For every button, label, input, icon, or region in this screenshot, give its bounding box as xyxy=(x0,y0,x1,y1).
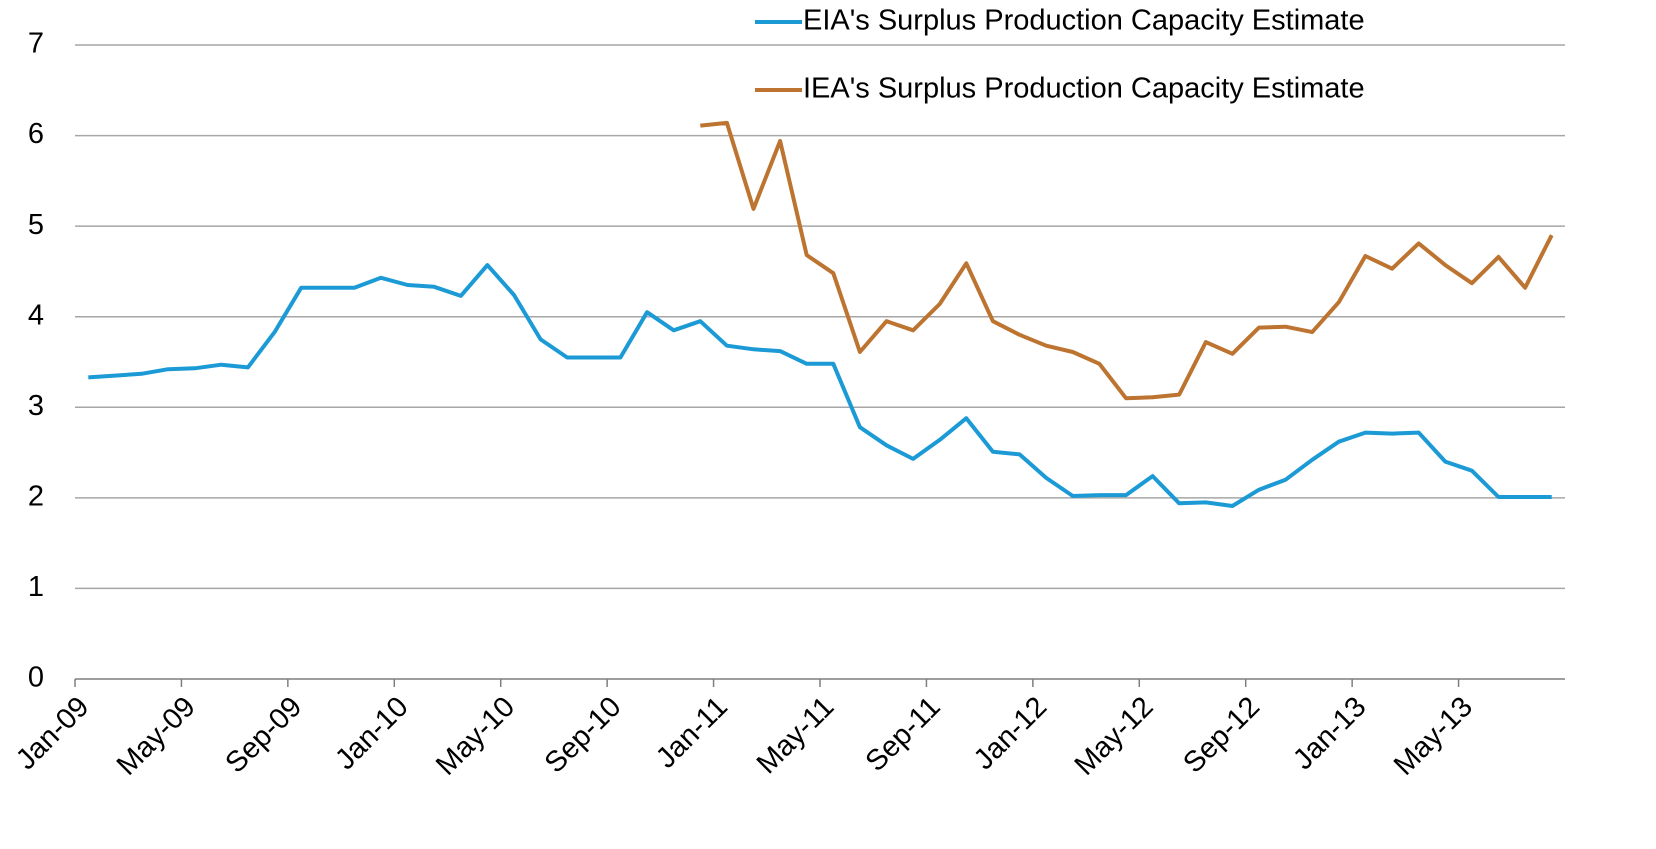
x-tick-label: Jan-11 xyxy=(650,691,734,775)
x-tick-label: Sep-10 xyxy=(539,691,628,780)
x-tick-label: Sep-11 xyxy=(860,691,947,778)
y-tick-label: 2 xyxy=(28,481,44,513)
y-tick-label: 5 xyxy=(28,209,44,241)
x-tick-label: May-10 xyxy=(430,691,521,782)
x-tick-label: Jan-09 xyxy=(10,691,95,776)
series-line xyxy=(88,263,1552,508)
x-tick-label: Sep-09 xyxy=(219,691,308,780)
x-tick-label: Jan-12 xyxy=(968,691,1053,776)
x-tick-label: Sep-12 xyxy=(1177,691,1266,780)
x-tick-label: May-13 xyxy=(1388,691,1479,782)
y-tick-label: 1 xyxy=(28,571,44,603)
y-tick-label: 4 xyxy=(28,299,44,331)
legend-label: EIA's Surplus Production Capacity Estima… xyxy=(803,5,1365,37)
y-tick-label: 7 xyxy=(28,28,44,60)
y-tick-label: 3 xyxy=(28,390,44,422)
y-tick-label: 0 xyxy=(28,662,44,694)
x-tick-label: May-11 xyxy=(751,691,840,780)
x-tick-label: Jan-13 xyxy=(1287,691,1372,776)
legend-label: IEA's Surplus Production Capacity Estima… xyxy=(803,73,1365,105)
x-tick-label: May-12 xyxy=(1069,691,1160,782)
x-tick-label: Jan-10 xyxy=(329,691,414,776)
series-line xyxy=(700,120,1554,401)
x-tick-label: May-09 xyxy=(111,691,202,782)
y-tick-label: 6 xyxy=(28,118,44,150)
